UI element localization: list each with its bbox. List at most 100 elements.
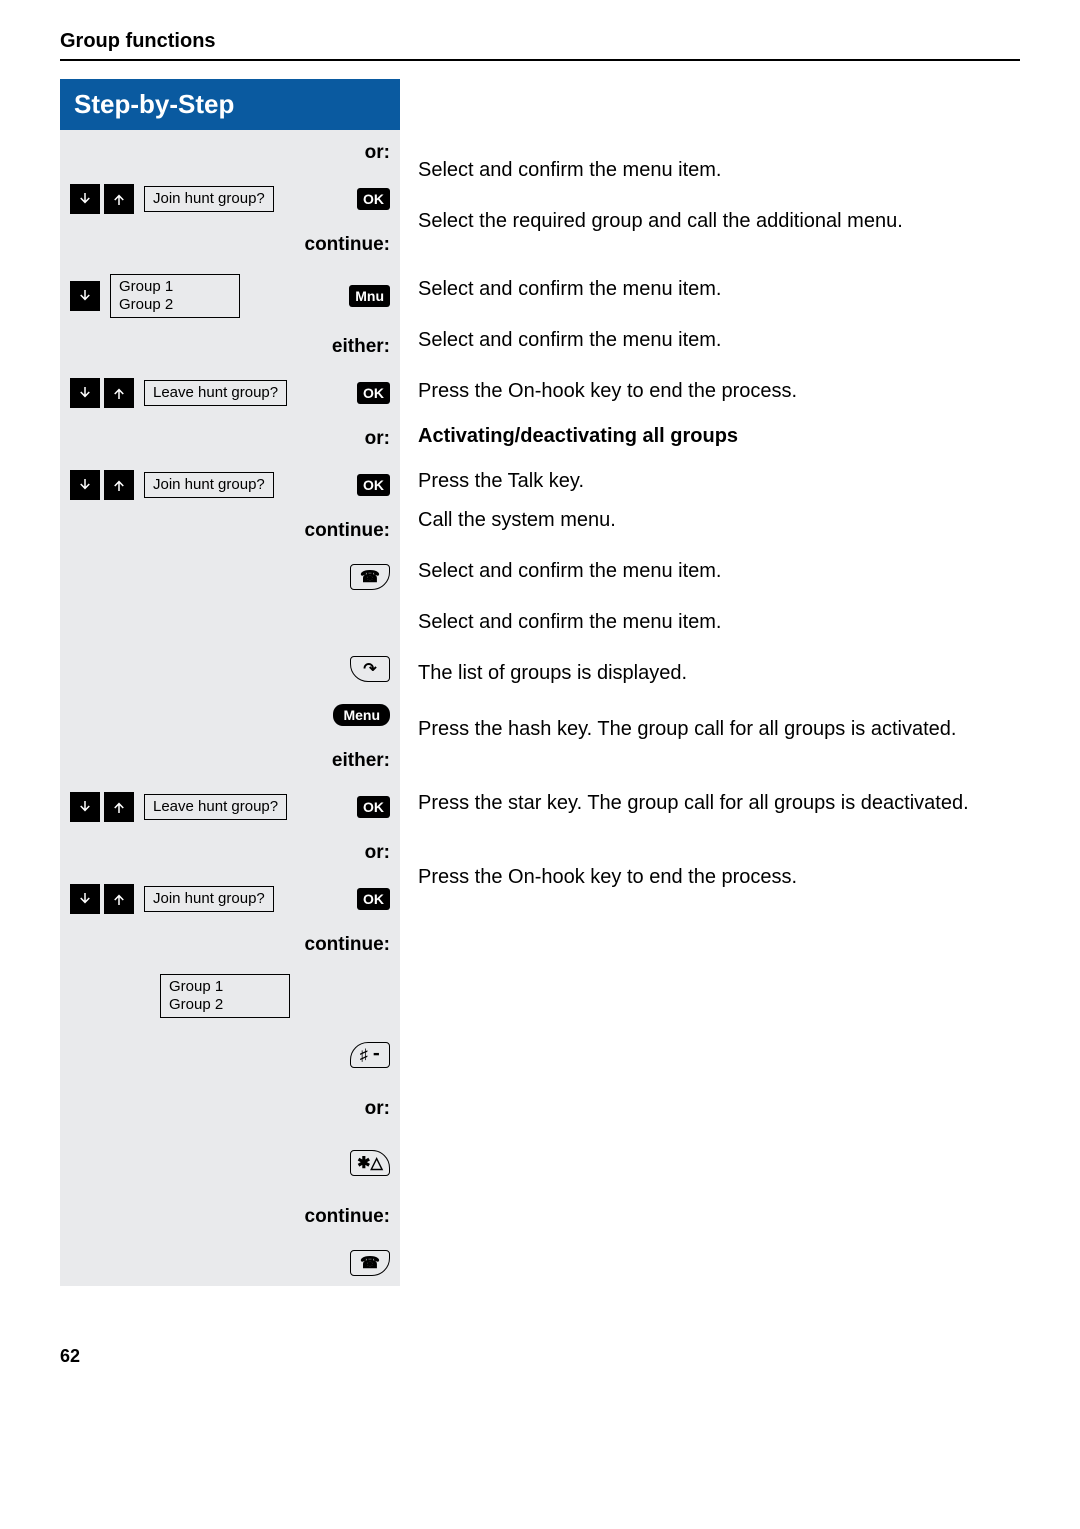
left-column: Step-by-Step or: Join hunt group? OK contin… (60, 79, 400, 1286)
left-row-r21: or: (60, 1086, 400, 1132)
right-row-r3 (418, 190, 1020, 202)
connector-text: or: (365, 842, 390, 864)
left-row-r19: Group 1Group 2 (60, 968, 400, 1024)
right-row-r4: Select the required group and call the a… (418, 202, 1020, 258)
hash-key-icon[interactable]: ♯ ⁃ (350, 1042, 390, 1068)
ok-badge[interactable]: OK (357, 796, 390, 818)
left-row-r7: or: (60, 416, 400, 462)
arrow-up-key[interactable] (104, 884, 134, 914)
ok-badge[interactable]: OK (357, 474, 390, 496)
right-row-r20: Press the hash key. The group call for a… (418, 710, 1020, 772)
right-row-r13: Call the system menu. (418, 501, 1020, 540)
onhook-key-icon[interactable]: ☎ (350, 564, 390, 590)
connector-text: either: (332, 750, 390, 772)
onhook-key-icon[interactable]: ☎ (350, 1250, 390, 1276)
left-row-r8: Join hunt group? OK (60, 462, 400, 508)
arrow-down-key[interactable] (70, 281, 100, 311)
menu-display: Group 1Group 2 (160, 974, 290, 1018)
right-row-r12: Press the Talk key. (418, 462, 1020, 501)
mnu-badge[interactable]: Mnu (349, 285, 390, 307)
left-row-r13: Menu (60, 692, 400, 738)
connector-text: continue: (305, 234, 391, 256)
left-row-r10: ☎ (60, 554, 400, 600)
left-row-r16: or: (60, 830, 400, 876)
nav-arrow-keys[interactable] (70, 470, 134, 500)
right-row-r10: Press the On-hook key to end the process… (418, 372, 1020, 411)
left-row-r1: or: (60, 130, 400, 176)
right-row-r7 (418, 309, 1020, 321)
right-row-r14 (418, 540, 1020, 552)
left-row-r5: either: (60, 324, 400, 370)
menu-badge[interactable]: Menu (333, 704, 390, 726)
right-row-r16 (418, 591, 1020, 603)
menu-display: Join hunt group? (144, 472, 274, 498)
two-column-layout: Step-by-Step or: Join hunt group? OK contin… (60, 79, 1020, 1286)
left-row-r17: Join hunt group? OK (60, 876, 400, 922)
right-row-r11: Activating/deactivating all groups (418, 411, 1020, 462)
menu-display: Leave hunt group? (144, 794, 287, 820)
right-row-r22: Press the star key. The group call for a… (418, 784, 1020, 846)
left-row-r6: Leave hunt group? OK (60, 370, 400, 416)
right-row-r17: Select and confirm the menu item. (418, 603, 1020, 642)
ok-badge[interactable]: OK (357, 382, 390, 404)
arrow-up-key[interactable] (104, 792, 134, 822)
menu-display: Join hunt group? (144, 186, 274, 212)
menu-display: Leave hunt group? (144, 380, 287, 406)
left-row-r18: continue: (60, 922, 400, 968)
left-row-r22: ✱△ (60, 1132, 400, 1194)
nav-arrow-keys[interactable] (70, 884, 134, 914)
left-row-r3: continue: (60, 222, 400, 268)
nav-arrow-keys[interactable] (70, 184, 134, 214)
left-row-r20: ♯ ⁃ (60, 1024, 400, 1086)
right-column: Select and confirm the menu item. Select … (418, 79, 1020, 1286)
step-by-step-header: Step-by-Step (60, 79, 400, 130)
page-number: 62 (60, 1346, 1020, 1367)
right-row-r6: Select and confirm the menu item. (418, 270, 1020, 309)
ok-badge[interactable]: OK (357, 188, 390, 210)
arrow-down-key[interactable] (70, 884, 100, 914)
connector-text: or: (365, 142, 390, 164)
menu-display: Group 1Group 2 (110, 274, 240, 318)
star-key-icon[interactable]: ✱△ (350, 1150, 390, 1176)
right-row-r21 (418, 772, 1020, 784)
nav-arrow-keys[interactable] (70, 378, 134, 408)
arrow-down-key[interactable] (70, 378, 100, 408)
connector-text: continue: (305, 934, 391, 956)
right-row-r15: Select and confirm the menu item. (418, 552, 1020, 591)
nav-arrow-keys[interactable] (70, 792, 134, 822)
nav-arrow-keys[interactable] (70, 281, 100, 311)
connector-text: continue: (305, 520, 391, 542)
subsection-heading: Activating/deactivating all groups (418, 423, 1020, 450)
connector-text: either: (332, 336, 390, 358)
arrow-down-key[interactable] (70, 184, 100, 214)
right-row-r23 (418, 846, 1020, 858)
left-row-r9: continue: (60, 508, 400, 554)
left-row-r14: either: (60, 738, 400, 784)
arrow-down-key[interactable] (70, 792, 100, 822)
right-row-r8: Select and confirm the menu item. (418, 321, 1020, 360)
right-row-r18 (418, 642, 1020, 654)
arrow-up-key[interactable] (104, 378, 134, 408)
connector-text: or: (365, 428, 390, 450)
section-title: Group functions (60, 30, 1020, 61)
right-row-r5 (418, 258, 1020, 270)
arrow-up-key[interactable] (104, 184, 134, 214)
left-row-r12: ↷ (60, 646, 400, 692)
left-row-r11 (60, 600, 400, 646)
connector-text: continue: (305, 1206, 391, 1228)
left-row-r15: Leave hunt group? OK (60, 784, 400, 830)
menu-display: Join hunt group? (144, 886, 274, 912)
right-row-r24: Press the On-hook key to end the process… (418, 858, 1020, 897)
arrow-down-key[interactable] (70, 470, 100, 500)
connector-text: or: (365, 1098, 390, 1120)
left-row-r23: continue: (60, 1194, 400, 1240)
right-row-r9 (418, 360, 1020, 372)
arrow-up-key[interactable] (104, 470, 134, 500)
right-row-r19: The list of groups is displayed. (418, 654, 1020, 710)
right-row-r1 (418, 139, 1020, 151)
right-row-r2: Select and confirm the menu item. (418, 151, 1020, 190)
ok-badge[interactable]: OK (357, 888, 390, 910)
talk-key-icon[interactable]: ↷ (350, 656, 390, 682)
left-row-r24: ☎ (60, 1240, 400, 1286)
left-row-r2: Join hunt group? OK (60, 176, 400, 222)
